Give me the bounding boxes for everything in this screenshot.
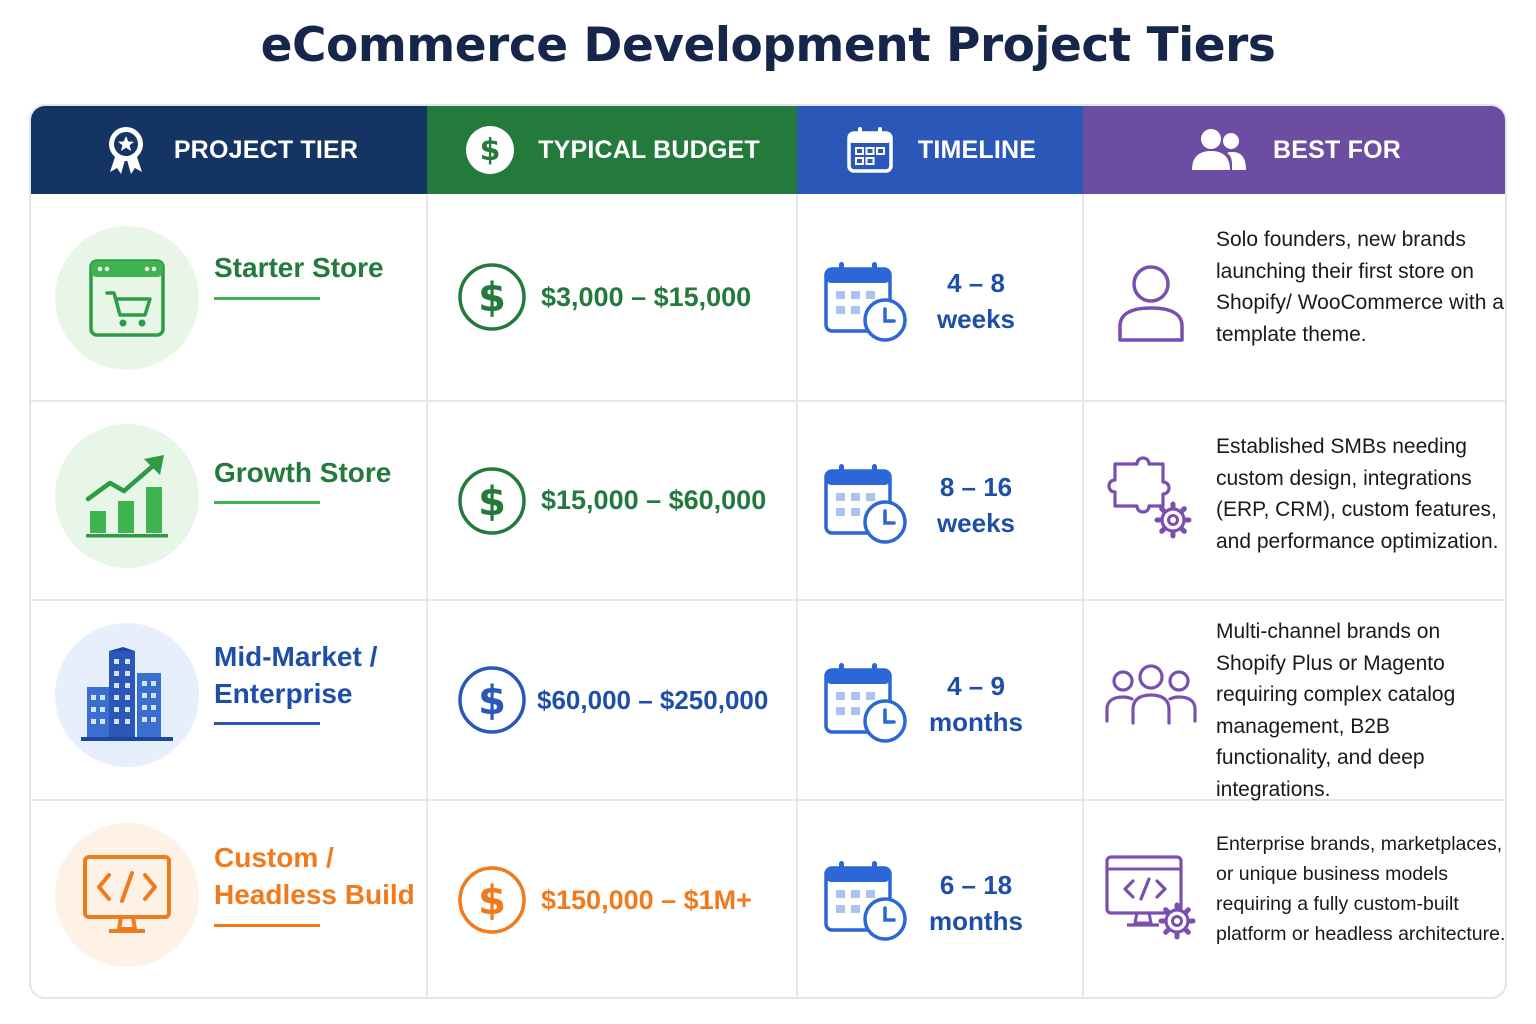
svg-text:$: $ — [478, 479, 506, 525]
tier-name-line1: Custom / — [214, 842, 334, 873]
best-for-cell: Multi-channel brands on Shopify Plus or … — [1083, 601, 1505, 801]
header-project-tier: PROJECT TIER — [31, 106, 427, 194]
best-for-text: Solo founders, new brands launching thei… — [1216, 228, 1504, 346]
column-divider — [796, 194, 798, 997]
calendar-clock-icon — [824, 464, 907, 544]
best-for-text: Established SMBs needing custom design, … — [1216, 435, 1499, 553]
column-divider — [1082, 194, 1084, 997]
tier-name-line2: Enterprise — [214, 678, 353, 709]
table-row: Custom / Headless Build $ $150,000 – $1M… — [31, 801, 1506, 997]
tier-name: Starter Store — [214, 252, 384, 283]
tier-underline — [214, 297, 320, 300]
tiers-table: PROJECT TIER $ TYPICAL BUDGET TIME — [29, 104, 1507, 999]
header-timeline: TIMELINE — [797, 106, 1083, 194]
dollar-circle-icon: $ — [464, 124, 516, 176]
buildings-icon — [55, 623, 199, 767]
budget-cell: $ $60,000 – $250,000 — [427, 601, 797, 799]
tier-underline — [214, 924, 320, 927]
svg-text:$: $ — [478, 678, 506, 724]
timeline-unit: weeks — [936, 508, 1016, 538]
tier-name: Growth Store — [214, 457, 392, 488]
tier-name-line1: Mid-Market / — [214, 641, 378, 672]
budget-cell: $ $15,000 – $60,000 — [427, 402, 797, 599]
budget-amount: $15,000 – $60,000 — [541, 485, 767, 515]
table-row: Starter Store $ $3,000 – $15,000 4 – 8 w… — [31, 194, 1505, 400]
monitor-gear-icon — [1105, 855, 1196, 940]
column-divider — [426, 194, 428, 997]
best-for-cell: Enterprise brands, marketplaces, or uniq… — [1083, 801, 1506, 997]
best-for-text: Multi-channel brands on Shopify Plus or … — [1216, 620, 1456, 801]
tier-underline — [214, 722, 320, 725]
header-label: TYPICAL BUDGET — [538, 135, 760, 164]
row-divider — [31, 599, 1505, 601]
header-label: TIMELINE — [917, 135, 1037, 164]
timeline-value: 4 – 8 — [947, 268, 1005, 298]
calendar-clock-icon — [824, 663, 907, 743]
budget-amount: $60,000 – $250,000 — [537, 684, 769, 715]
tier-underline — [214, 501, 320, 504]
header-typical-budget: $ TYPICAL BUDGET — [427, 106, 797, 194]
header-best-for: BEST FOR — [1083, 106, 1505, 194]
svg-text:$: $ — [478, 878, 506, 924]
svg-text:$: $ — [480, 133, 501, 168]
best-for-text: Enterprise brands, marketplaces, or uniq… — [1216, 833, 1506, 945]
row-divider — [31, 400, 1505, 402]
dollar-circle-icon: $ — [458, 466, 526, 535]
shopping-cart-browser-icon — [55, 226, 199, 370]
budget-amount: $150,000 – $1M+ — [541, 884, 752, 915]
calendar-clock-icon — [824, 262, 907, 342]
growth-chart-icon — [55, 424, 199, 568]
award-badge-icon — [100, 124, 152, 176]
timeline-cell: 4 – 8 weeks — [797, 194, 1083, 400]
budget-cell: $ $150,000 – $1M+ — [427, 801, 797, 997]
svg-text:$: $ — [478, 275, 506, 321]
dollar-circle-icon: $ — [458, 866, 526, 934]
budget-amount: $3,000 – $15,000 — [541, 281, 752, 312]
header-label: BEST FOR — [1273, 135, 1401, 164]
row-divider — [31, 799, 1505, 801]
header-label: PROJECT TIER — [173, 135, 359, 164]
page-title: eCommerce Development Project Tiers — [260, 18, 1276, 73]
timeline-unit: months — [929, 707, 1023, 737]
best-for-cell: Solo founders, new brands launching thei… — [1083, 194, 1505, 400]
timeline-value: 4 – 9 — [947, 671, 1005, 701]
best-for-cell: Established SMBs needing custom design, … — [1083, 402, 1505, 599]
tier-name-line2: Headless Build — [214, 879, 415, 910]
timeline-cell: 4 – 9 months — [797, 601, 1083, 799]
puzzle-gear-icon — [1107, 456, 1192, 539]
dollar-circle-icon: $ — [458, 666, 526, 734]
dollar-circle-icon: $ — [458, 263, 526, 331]
timeline-value: 6 – 18 — [939, 870, 1013, 900]
person-icon — [1118, 265, 1184, 342]
budget-cell: $ $3,000 – $15,000 — [427, 194, 797, 400]
table-row: Growth Store $ $15,000 – $60,000 8 – 16 … — [31, 402, 1505, 599]
timeline-cell: 6 – 18 months — [797, 801, 1083, 997]
timeline-unit: weeks — [936, 304, 1016, 334]
table-row: Mid-Market / Enterprise $ $60,000 – $250… — [31, 601, 1505, 801]
code-monitor-icon — [55, 823, 199, 967]
timeline-value: 8 – 16 — [939, 472, 1013, 502]
users-icon — [1189, 124, 1249, 176]
group-icon — [1105, 664, 1197, 725]
calendar-icon — [844, 124, 896, 176]
timeline-unit: months — [929, 906, 1023, 936]
calendar-clock-icon — [824, 861, 907, 941]
timeline-cell: 8 – 16 weeks — [797, 402, 1083, 599]
